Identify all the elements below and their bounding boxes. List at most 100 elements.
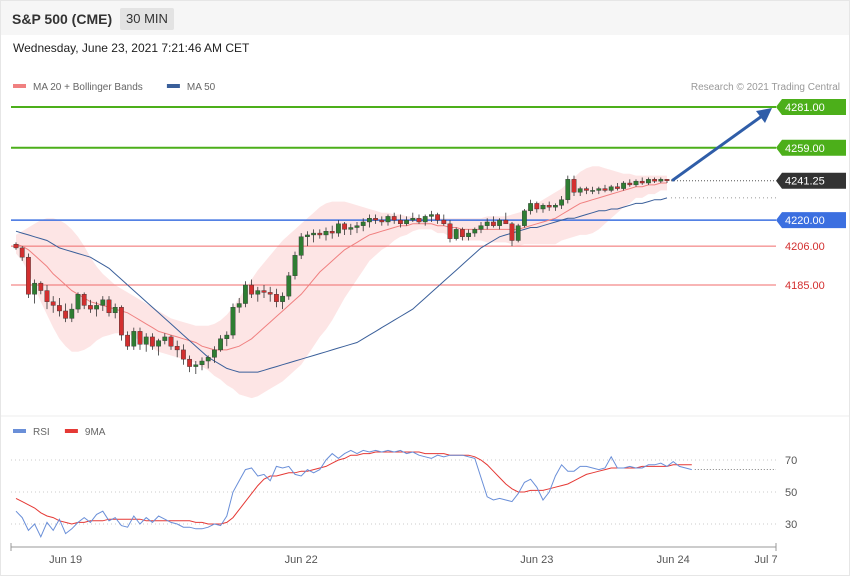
candle: [112, 303, 118, 319]
candle: [224, 331, 230, 347]
candle: [404, 216, 409, 226]
bollinger-band-layer: [16, 166, 667, 399]
symbol-title: S&P 500 (CME): [12, 11, 113, 27]
legend-label-0: MA 20 + Bollinger Bands: [33, 82, 143, 93]
candle: [199, 357, 205, 371]
x-tick-Jul 7: Jul 7: [754, 554, 777, 566]
candle-body: [621, 182, 627, 189]
candle: [106, 296, 112, 317]
candle: [305, 231, 310, 247]
moving-average-layer: [15, 182, 668, 373]
candle-body: [391, 216, 397, 221]
candle: [193, 361, 199, 374]
candle: [391, 212, 397, 224]
candle: [63, 303, 69, 323]
candle-body: [38, 282, 44, 291]
candle: [398, 214, 403, 228]
candle-body: [242, 284, 248, 304]
candle-body: [658, 179, 664, 182]
forecast-arrow-layer: [671, 108, 772, 182]
forecast-arrow-shaft: [671, 114, 763, 182]
forecast-arrow-head: [756, 108, 772, 123]
candle-body: [559, 199, 565, 206]
candle-body: [639, 180, 645, 184]
candle-body: [329, 231, 335, 234]
candle-body: [522, 210, 527, 226]
candle-body: [44, 290, 50, 302]
candle-body: [528, 203, 534, 212]
candle: [168, 335, 174, 350]
level-label-4206.00: 4206.00: [785, 241, 825, 253]
candle: [354, 221, 360, 234]
candle-body: [50, 301, 56, 306]
candle: [615, 183, 620, 191]
candle: [435, 212, 440, 224]
candle: [286, 272, 292, 300]
candle: [131, 327, 137, 350]
candle: [528, 199, 534, 215]
x-tick-Jun 22: Jun 22: [285, 554, 318, 566]
rsi-line: [15, 449, 692, 539]
candle-body: [280, 295, 285, 302]
candle: [602, 184, 608, 193]
candle-body: [342, 223, 347, 230]
levels-layer: [11, 106, 776, 286]
candle-body: [664, 179, 670, 181]
rsi-tick-50: 50: [785, 487, 797, 499]
candle-body: [317, 232, 323, 236]
candle-body: [106, 299, 112, 314]
candle-body: [255, 290, 261, 295]
candle: [317, 229, 323, 239]
candle-body: [571, 179, 577, 193]
candle: [38, 281, 44, 295]
candle: [336, 220, 341, 237]
candle: [373, 214, 378, 224]
candle: [658, 177, 664, 184]
candle-body: [26, 256, 31, 295]
x-tick-Jun 19: Jun 19: [49, 554, 82, 566]
candle: [298, 233, 304, 260]
candle: [180, 344, 186, 365]
candle-body: [311, 232, 316, 236]
candle-body: [565, 179, 571, 200]
interval-button[interactable]: 30 MIN: [120, 8, 174, 30]
candle-body: [608, 186, 614, 191]
candle-body: [410, 218, 416, 221]
candle-body: [596, 188, 602, 191]
candle: [100, 296, 106, 311]
candle-body: [131, 331, 137, 347]
candle-body: [180, 349, 186, 360]
rsi-legend-label-0: RSI: [33, 427, 50, 438]
candle-body: [491, 221, 496, 226]
candle-body: [100, 299, 106, 306]
rsi-ma-line: [15, 451, 692, 525]
candle-body: [460, 229, 465, 237]
candle: [274, 288, 279, 308]
candle-body: [149, 336, 155, 347]
candle-body: [32, 282, 38, 295]
candle: [553, 203, 558, 211]
candles-layer: [13, 175, 670, 374]
candle: [242, 281, 248, 308]
candle-body: [87, 305, 93, 310]
candle: [174, 340, 180, 358]
candle: [32, 279, 38, 304]
rsi-legend-swatch-1: [64, 429, 78, 433]
candle: [156, 338, 161, 356]
candle-body: [615, 186, 620, 189]
candle: [137, 327, 143, 350]
rsi-tick-70: 70: [785, 455, 797, 467]
candle-body: [497, 219, 502, 226]
price-tag-label-4241.25: 4241.25: [785, 176, 825, 188]
candle: [236, 297, 242, 313]
candle-body: [292, 255, 298, 276]
candle-body: [162, 336, 168, 341]
candle-body: [435, 214, 440, 221]
candle-body: [627, 182, 633, 186]
candle-body: [503, 219, 509, 225]
candle-body: [81, 294, 87, 306]
candle: [429, 210, 434, 222]
legend-label-1: MA 50: [187, 82, 216, 93]
candle: [57, 297, 62, 317]
